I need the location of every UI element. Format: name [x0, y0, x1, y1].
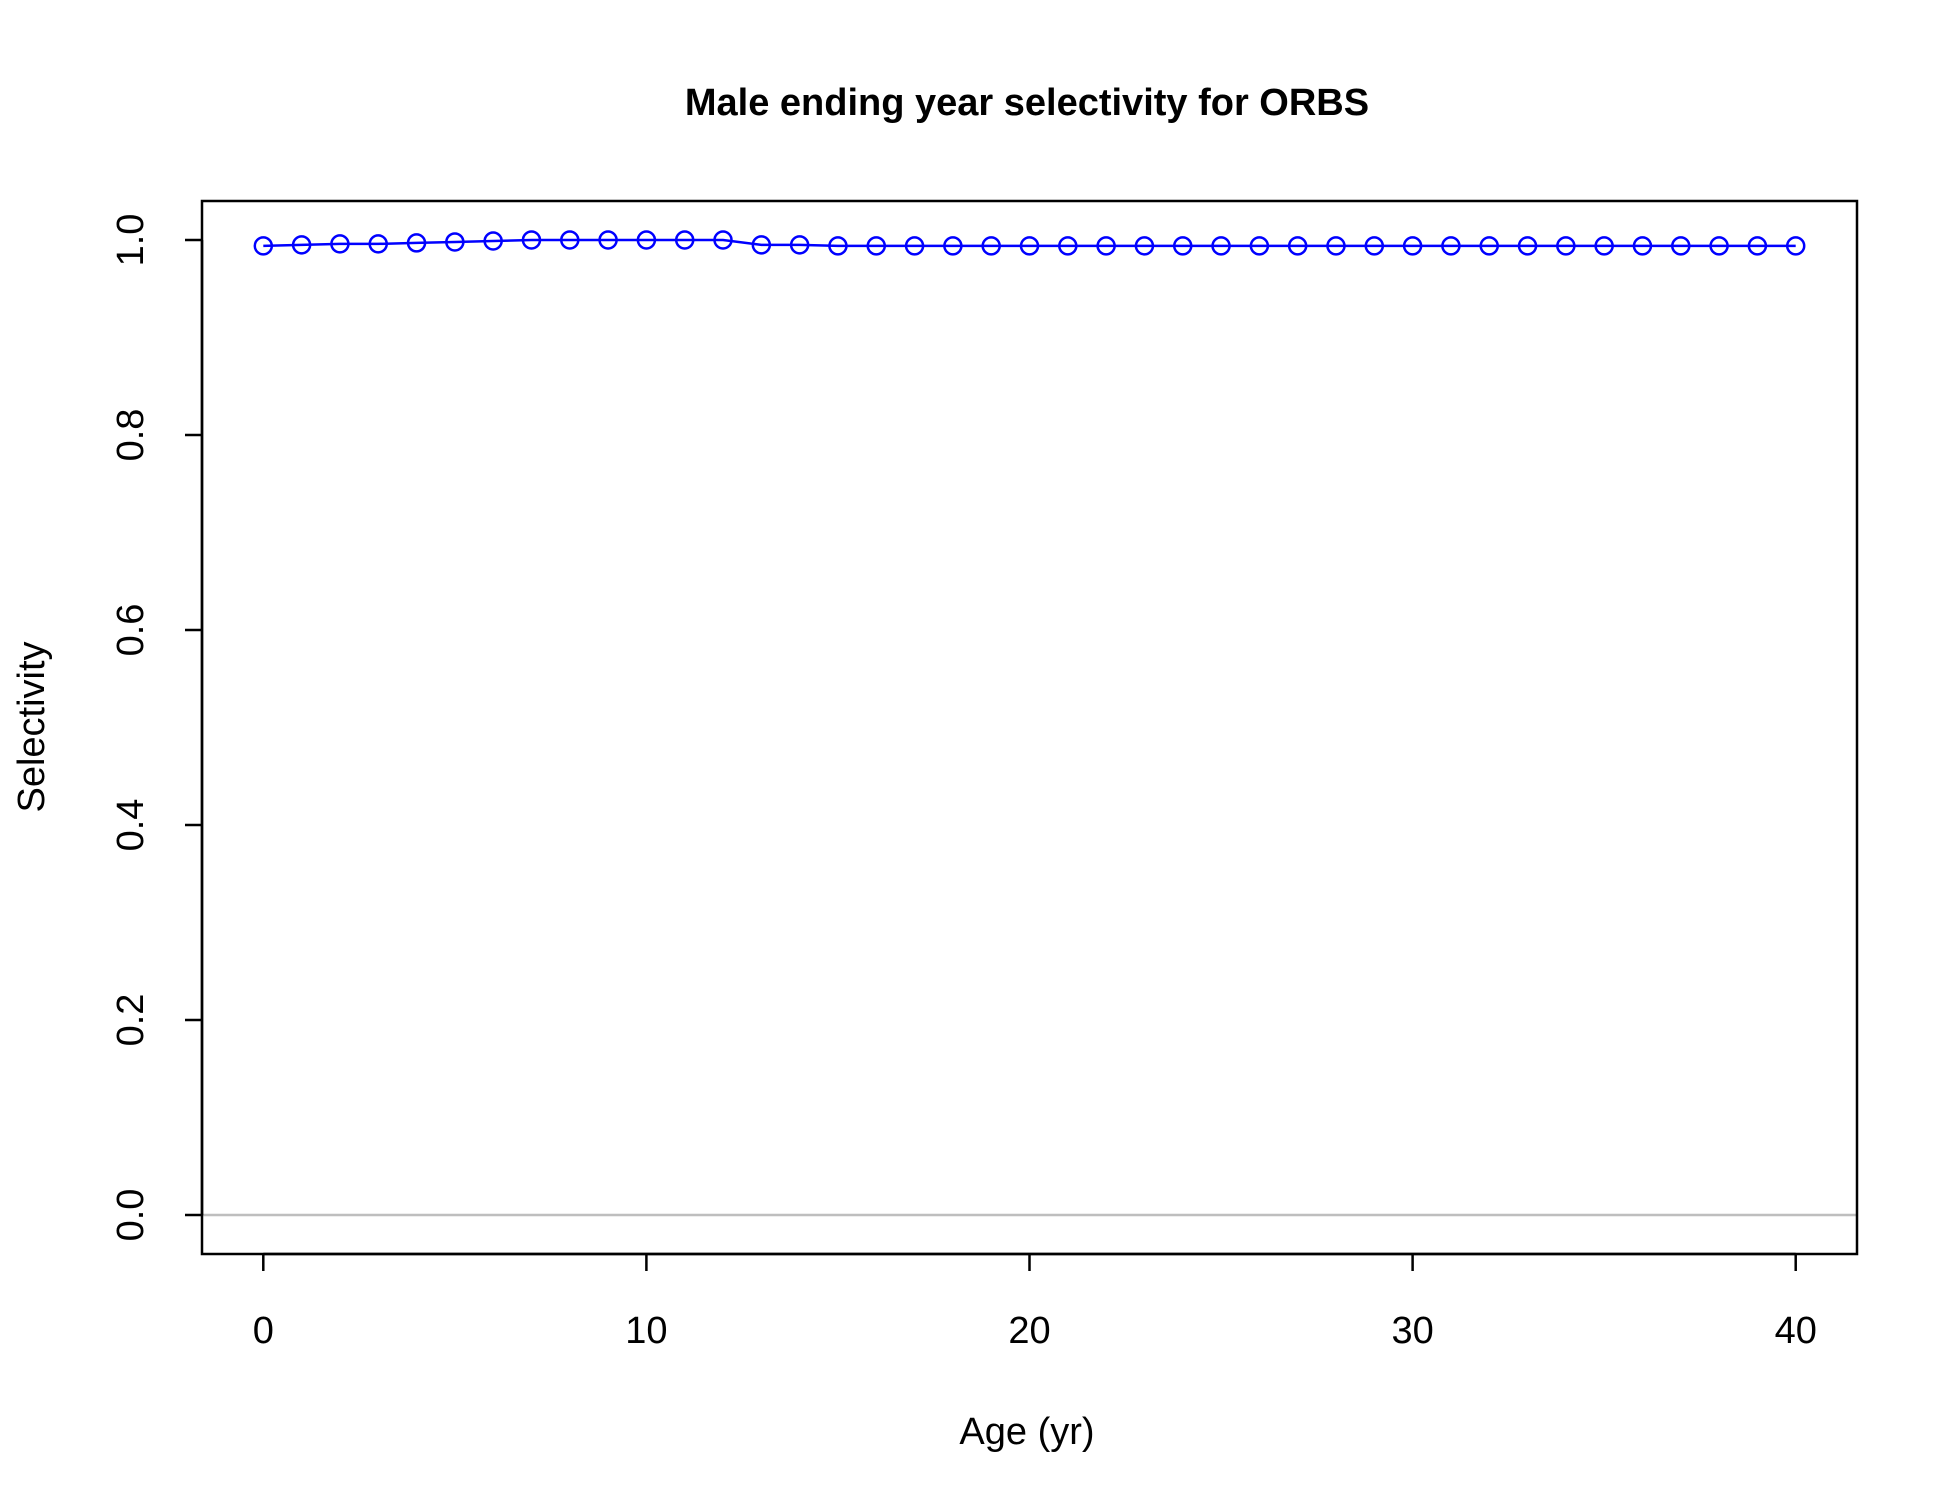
- x-axis-label: Age (yr): [959, 1411, 1094, 1453]
- data-point: [1441, 236, 1461, 256]
- series-line: [263, 238, 1796, 248]
- x-tick-label: 0: [253, 1310, 274, 1352]
- data-point: [1517, 236, 1538, 256]
- data-point: [253, 236, 274, 256]
- data-point: [1632, 236, 1653, 256]
- x-axis: 0 10 20 30 40: [253, 1252, 1817, 1352]
- data-point: [1211, 236, 1231, 256]
- data-point: [598, 230, 618, 250]
- data-point: [1364, 236, 1385, 256]
- y-tick-label: 0.2: [110, 994, 152, 1047]
- data-point: [1671, 236, 1691, 256]
- data-point: [751, 235, 772, 255]
- chart-title: Male ending year selectivity for ORBS: [685, 82, 1369, 124]
- plot-frame: [200, 199, 1859, 1256]
- data-point: [828, 236, 848, 256]
- data-point: [636, 230, 657, 250]
- y-tick-label: 1.0: [110, 214, 152, 267]
- data-point: [1287, 236, 1308, 256]
- x-tick-label: 30: [1391, 1310, 1433, 1352]
- data-point: [674, 230, 695, 250]
- data-point: [560, 230, 580, 250]
- data-point: [1747, 236, 1768, 256]
- data-point: [1058, 236, 1078, 256]
- data-point: [1326, 236, 1346, 256]
- y-tick-label: 0.4: [110, 799, 152, 852]
- data-point: [483, 231, 503, 251]
- data-point: [445, 232, 465, 252]
- data-point: [1019, 236, 1040, 256]
- data-point: [1556, 236, 1576, 256]
- y-tick-label: 0.6: [110, 604, 152, 657]
- data-points: [253, 230, 1806, 256]
- data-point: [1096, 236, 1116, 256]
- data-point: [1479, 236, 1499, 256]
- data-point: [789, 235, 810, 255]
- data-point: [406, 233, 427, 253]
- data-point: [1402, 236, 1423, 256]
- data-point: [1785, 236, 1806, 256]
- data-point: [521, 230, 542, 250]
- data-point: [904, 236, 925, 256]
- y-axis-label: Selectivity: [11, 641, 53, 812]
- x-tick-label: 40: [1775, 1310, 1817, 1352]
- y-axis: 0.0 0.2 0.4 0.6 0.8 1.0: [110, 214, 204, 1242]
- data-point: [1709, 236, 1729, 256]
- data-point: [1172, 236, 1193, 256]
- y-tick-label: 0.0: [110, 1189, 152, 1242]
- data-point: [368, 234, 388, 254]
- x-tick-label: 10: [625, 1310, 667, 1352]
- data-point: [1134, 236, 1155, 256]
- data-point: [1594, 236, 1614, 256]
- y-tick-label: 0.8: [110, 409, 152, 462]
- data-point: [981, 236, 1001, 256]
- data-point: [713, 230, 733, 250]
- x-tick-label: 20: [1008, 1310, 1050, 1352]
- data-point: [291, 235, 312, 255]
- data-point: [330, 234, 350, 254]
- data-point: [1249, 236, 1270, 256]
- data-point: [943, 236, 963, 256]
- data-point: [866, 236, 887, 256]
